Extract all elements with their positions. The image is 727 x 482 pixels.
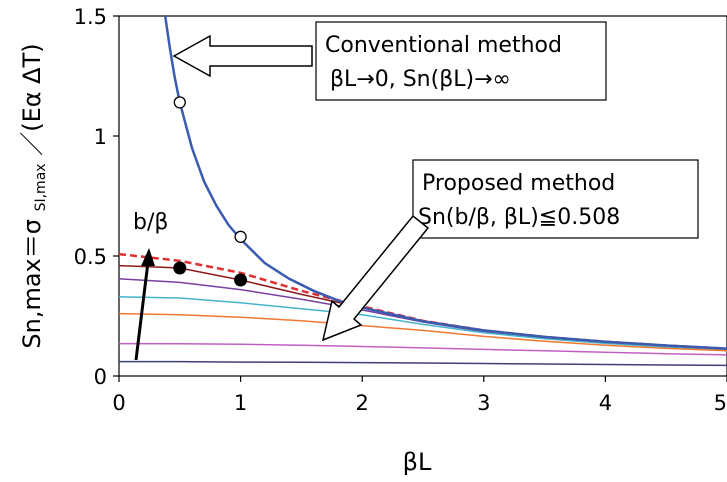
b-beta-arrowhead (141, 248, 155, 266)
conventional-series (163, 15, 727, 350)
x-tick-label: 2 (356, 391, 369, 415)
conventional-callout-formula: βL→0, Sn(βL)→∞ (330, 67, 511, 92)
series-line (119, 360, 727, 367)
series-line (118, 342, 727, 356)
y-tick-label: 0 (94, 365, 107, 389)
b-beta-label: b/β (133, 210, 168, 235)
filled-point (173, 261, 187, 275)
open-point (173, 96, 186, 109)
y-axis-title-main: Sn,max＝σ (18, 219, 46, 349)
conventional-callout-box (315, 21, 607, 101)
proposed-callout-title: Proposed method (422, 171, 615, 196)
y-axis: 0 0.5 1 1.5 (74, 5, 119, 389)
proposed-callout-formula: Sn(b/β, βL)≦0.508 (418, 205, 620, 230)
x-tick-label: 1 (234, 391, 247, 415)
proposed-arrow (321, 214, 430, 342)
series-line (118, 312, 727, 352)
conventional-arrow (172, 34, 313, 78)
x-tick-label: 3 (477, 391, 490, 415)
y-axis-title-tail: ／(Eα ΔT) (18, 43, 46, 155)
markers (173, 96, 248, 287)
conventional-line (163, 15, 727, 350)
y-axis-title-subscript: SI,max (33, 163, 49, 211)
x-axis: 0 1 2 3 4 5 (112, 376, 727, 415)
y-axis-title: Sn,max＝σ SI,max ／(Eα ΔT) (18, 43, 51, 348)
y-tick-label: 1 (94, 125, 107, 149)
y-tick-label: 1.5 (74, 5, 107, 29)
proposed-callout-box (412, 159, 699, 239)
conventional-callout-title: Conventional method (325, 33, 562, 58)
x-tick-label: 0 (112, 391, 125, 415)
x-tick-label: 5 (714, 391, 727, 415)
x-tick-label: 4 (599, 391, 612, 415)
y-tick-label: 0.5 (74, 245, 107, 269)
series-line (118, 296, 727, 351)
open-point (234, 230, 247, 243)
x-axis-title: βL (403, 448, 432, 476)
b-beta-arrow (134, 261, 150, 361)
filled-point (234, 273, 248, 287)
